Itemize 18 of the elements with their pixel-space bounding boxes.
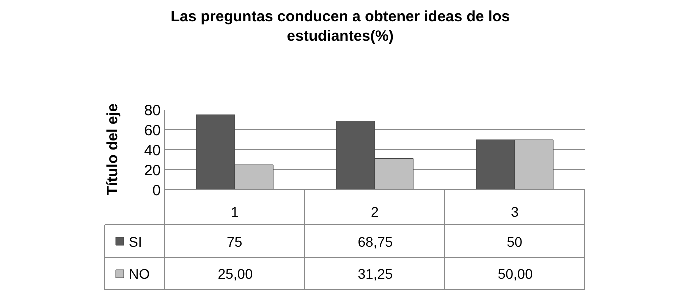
y-tick-label: 40	[144, 142, 161, 160]
data-label: 50	[507, 234, 523, 250]
y-tick-label: 20	[144, 162, 161, 180]
x-tick-label: 2	[371, 204, 380, 220]
legend-label: NO	[129, 266, 150, 282]
y-tick-label: 60	[144, 122, 161, 140]
x-tick-label: 3	[511, 204, 520, 220]
data-label: 25,00	[218, 266, 254, 282]
data-label: 31,25	[358, 266, 394, 282]
y-tick-label: 0	[152, 182, 161, 200]
y-axis-title: Título del eje	[104, 104, 122, 196]
data-label: 68,75	[358, 234, 394, 250]
x-tick-label: 1	[231, 204, 240, 220]
legend-label: SI	[129, 234, 142, 250]
data-label: 75	[227, 234, 243, 250]
data-label: 50,00	[498, 266, 534, 282]
y-tick-label: 80	[144, 102, 161, 120]
chart-title: Las preguntas conducen a obtener ideas de los estudiantes(%)	[170, 8, 510, 45]
